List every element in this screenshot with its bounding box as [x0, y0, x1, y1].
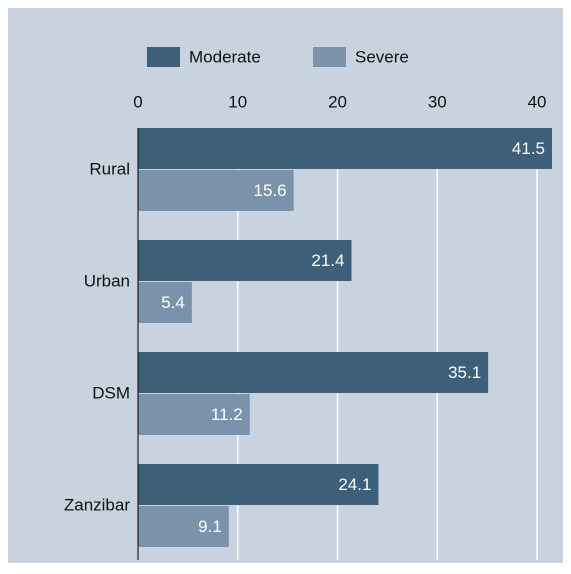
value-label: 5.4 — [161, 293, 185, 312]
x-tick-label: 20 — [328, 92, 347, 111]
legend-label: Moderate — [189, 47, 261, 66]
bar — [138, 352, 489, 393]
x-tick-label: 30 — [428, 92, 447, 111]
value-label: 21.4 — [311, 251, 344, 270]
bar — [138, 240, 352, 281]
x-tick-label: 10 — [228, 92, 247, 111]
value-label: 24.1 — [338, 475, 371, 494]
bar — [138, 464, 379, 505]
y-tick-label: Urban — [84, 271, 130, 290]
bar — [138, 394, 250, 435]
y-tick-label: Zanzibar — [64, 495, 130, 514]
bar — [138, 282, 192, 323]
value-label: 41.5 — [512, 139, 545, 158]
x-tick-label: 40 — [528, 92, 547, 111]
bar — [138, 170, 294, 211]
bar — [138, 506, 229, 547]
legend-label: Severe — [355, 47, 409, 66]
x-tick-label: 0 — [133, 92, 142, 111]
value-label: 35.1 — [448, 363, 481, 382]
legend-swatch — [313, 47, 346, 67]
bar — [138, 128, 553, 169]
legend-swatch — [147, 47, 180, 67]
value-label: 9.1 — [198, 517, 222, 536]
value-label: 11.2 — [211, 405, 243, 424]
y-tick-label: DSM — [92, 383, 130, 402]
y-tick-label: Rural — [89, 159, 130, 178]
value-label: 15.6 — [254, 181, 287, 200]
